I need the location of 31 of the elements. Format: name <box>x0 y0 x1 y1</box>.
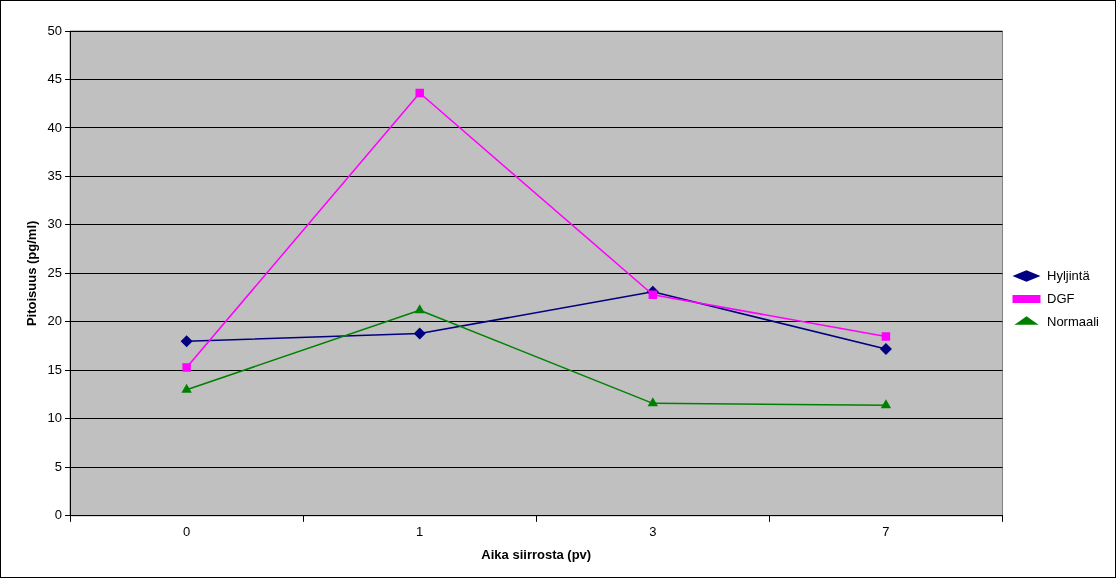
x-tick-label: 0 <box>183 524 191 540</box>
point <box>181 383 192 393</box>
point <box>413 327 426 340</box>
point <box>879 343 892 356</box>
x-tick-label: 7 <box>882 524 890 540</box>
y-tick-label: 10 <box>47 410 63 426</box>
y-tick-label: 50 <box>47 22 63 38</box>
point <box>881 332 891 341</box>
point <box>182 363 191 372</box>
x-tick-label: 1 <box>416 524 424 540</box>
legend-label: DGF <box>1046 290 1075 306</box>
y-tick-label: 0 <box>54 507 63 523</box>
y-tick-label: 35 <box>47 168 63 184</box>
y-tick-label: 25 <box>47 264 63 280</box>
y-tick-label: 40 <box>47 119 63 135</box>
y-tick-label: 5 <box>54 458 63 474</box>
point <box>648 290 658 299</box>
point <box>414 304 425 314</box>
legend-label: Normaali <box>1046 313 1100 329</box>
y-tick-label: 30 <box>47 216 63 232</box>
y-tick-label: 20 <box>47 313 63 329</box>
point <box>415 88 424 98</box>
point <box>880 399 892 409</box>
point <box>180 335 193 348</box>
x-axis-title: Aika siirrosta (pv) <box>481 546 592 562</box>
y-tick-label: 15 <box>47 361 63 377</box>
point <box>647 397 659 407</box>
y-tick-label: 45 <box>47 71 63 87</box>
y-axis-title: Pitoisuus (pg/ml) <box>24 220 40 327</box>
x-tick-label: 3 <box>649 524 657 540</box>
legend-label: Hyljintä <box>1046 267 1091 283</box>
